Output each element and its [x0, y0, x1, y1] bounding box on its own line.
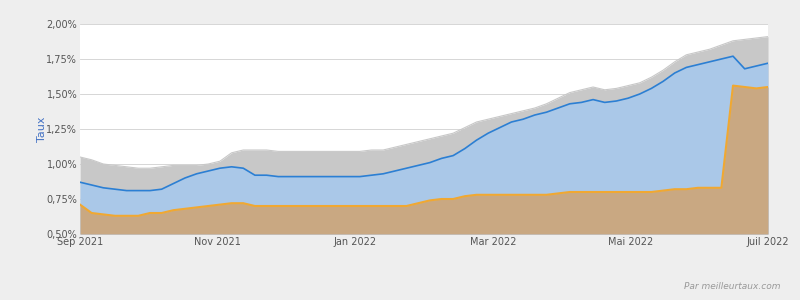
Y-axis label: Taux: Taux: [37, 116, 47, 142]
Text: Par meilleurtaux.com: Par meilleurtaux.com: [683, 282, 780, 291]
